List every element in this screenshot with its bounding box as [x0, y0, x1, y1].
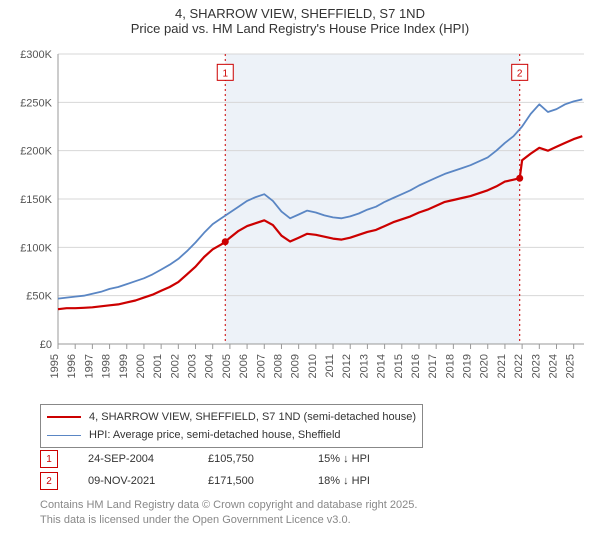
svg-text:2022: 2022	[513, 354, 525, 378]
marker-diff: 18% ↓ HPI	[318, 475, 438, 487]
footer-copyright: Contains HM Land Registry data © Crown c…	[40, 498, 590, 513]
svg-text:£0: £0	[40, 339, 52, 351]
svg-text:2025: 2025	[565, 354, 577, 378]
svg-text:£300K: £300K	[20, 49, 52, 61]
svg-text:2002: 2002	[169, 354, 181, 378]
marker-date: 09-NOV-2021	[88, 475, 208, 487]
sale-markers-table: 1 24-SEP-2004 £105,750 15% ↓ HPI 2 09-NO…	[40, 448, 438, 492]
title-address: 4, SHARROW VIEW, SHEFFIELD, S7 1ND	[0, 6, 600, 21]
legend-swatch-property	[47, 416, 81, 418]
legend-swatch-hpi	[47, 435, 81, 436]
svg-text:2015: 2015	[393, 354, 405, 378]
price-vs-hpi-chart: £0 £50K £100K £150K £200K £250K £300K 1995 1996 1…	[10, 48, 590, 400]
legend-item-property: 4, SHARROW VIEW, SHEFFIELD, S7 1ND (semi…	[47, 408, 416, 426]
svg-text:2001: 2001	[152, 354, 164, 378]
marker-badge: 2	[40, 472, 58, 490]
svg-text:2013: 2013	[358, 354, 370, 378]
svg-text:2003: 2003	[187, 354, 199, 378]
legend-label-property: 4, SHARROW VIEW, SHEFFIELD, S7 1ND (semi…	[89, 411, 416, 423]
svg-text:2008: 2008	[272, 354, 284, 378]
footer-text: Contains HM Land Registry data © Crown c…	[40, 498, 590, 528]
legend-item-hpi: HPI: Average price, semi-detached house,…	[47, 426, 416, 444]
svg-text:2: 2	[517, 68, 523, 79]
legend-label-hpi: HPI: Average price, semi-detached house,…	[89, 429, 341, 441]
svg-text:2007: 2007	[255, 354, 267, 378]
marker-diff: 15% ↓ HPI	[318, 453, 438, 465]
svg-text:2021: 2021	[496, 354, 508, 378]
svg-text:2023: 2023	[530, 354, 542, 378]
svg-text:1999: 1999	[118, 354, 130, 378]
svg-text:2018: 2018	[444, 354, 456, 378]
svg-text:2014: 2014	[376, 354, 388, 378]
marker-price: £105,750	[208, 453, 318, 465]
svg-text:2009: 2009	[290, 354, 302, 378]
table-row: 2 09-NOV-2021 £171,500 18% ↓ HPI	[40, 470, 438, 492]
svg-text:£50K: £50K	[26, 291, 52, 303]
svg-text:2016: 2016	[410, 354, 422, 378]
marker-date: 24-SEP-2004	[88, 453, 208, 465]
svg-text:2004: 2004	[204, 354, 216, 378]
marker-badge: 1	[40, 450, 58, 468]
svg-text:2024: 2024	[547, 354, 559, 378]
svg-text:2012: 2012	[341, 354, 353, 378]
marker-price: £171,500	[208, 475, 318, 487]
footer-licence: This data is licensed under the Open Gov…	[40, 513, 590, 528]
svg-text:1996: 1996	[66, 354, 78, 378]
legend: 4, SHARROW VIEW, SHEFFIELD, S7 1ND (semi…	[40, 404, 423, 448]
svg-text:2010: 2010	[307, 354, 319, 378]
svg-text:2000: 2000	[135, 354, 147, 378]
svg-text:£200K: £200K	[20, 146, 52, 158]
svg-text:2017: 2017	[427, 354, 439, 378]
svg-text:1995: 1995	[49, 354, 61, 378]
svg-text:2019: 2019	[462, 354, 474, 378]
svg-text:2011: 2011	[324, 354, 336, 378]
svg-text:2020: 2020	[479, 354, 491, 378]
svg-text:2006: 2006	[238, 354, 250, 378]
svg-text:£150K: £150K	[20, 194, 52, 206]
title-subtitle: Price paid vs. HM Land Registry's House …	[0, 21, 600, 36]
svg-text:£100K: £100K	[20, 242, 52, 254]
svg-text:1998: 1998	[101, 354, 113, 378]
svg-text:1: 1	[222, 68, 228, 79]
chart-title-block: 4, SHARROW VIEW, SHEFFIELD, S7 1ND Price…	[0, 0, 600, 36]
table-row: 1 24-SEP-2004 £105,750 15% ↓ HPI	[40, 448, 438, 470]
svg-text:£250K: £250K	[20, 97, 52, 109]
svg-text:2005: 2005	[221, 354, 233, 378]
svg-text:1997: 1997	[83, 354, 95, 378]
